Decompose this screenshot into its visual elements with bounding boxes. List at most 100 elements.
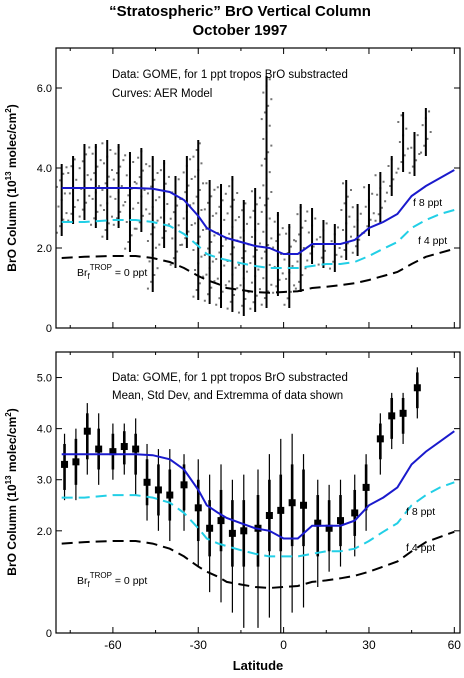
data-stipple: [67, 219, 70, 222]
data-stipple: [137, 156, 140, 159]
bottom-curve-f0: [61, 530, 455, 590]
data-stipple: [348, 215, 351, 218]
data-stipple: [291, 265, 294, 267]
data-stipple: [252, 209, 255, 212]
data-stipple: [232, 198, 235, 201]
data-stipple: [90, 223, 93, 226]
data-stipple: [78, 215, 81, 218]
data-stipple: [250, 281, 253, 284]
data-stipple: [262, 230, 265, 233]
data-stipple: [137, 201, 140, 204]
data-stipple: [99, 159, 102, 162]
mean-marker: [399, 409, 407, 417]
data-stipple: [125, 221, 128, 223]
data-stipple: [372, 212, 375, 215]
data-stipple: [397, 121, 400, 123]
data-stipple: [109, 195, 112, 198]
data-stipple: [106, 202, 109, 205]
data-stipple: [210, 286, 213, 289]
data-stipple: [283, 303, 286, 306]
data-stipple: [428, 110, 431, 113]
data-stipple: [325, 222, 328, 225]
mean-marker: [109, 448, 117, 456]
data-stipple: [151, 206, 154, 208]
data-stipple: [376, 193, 379, 196]
data-stipple: [127, 241, 130, 243]
data-stipple: [349, 189, 352, 191]
mean-marker: [180, 481, 188, 489]
data-stipple: [272, 291, 275, 294]
data-stipple: [182, 171, 185, 174]
data-stipple: [263, 111, 266, 114]
data-stipple: [88, 146, 91, 149]
data-stipple: [65, 166, 68, 169]
data-stipple: [172, 257, 175, 260]
data-stipple: [241, 304, 244, 307]
data-stipple: [390, 158, 393, 161]
data-stipple: [184, 237, 187, 240]
data-stipple: [257, 222, 260, 225]
data-stipple: [262, 91, 265, 94]
mean-marker: [362, 483, 370, 491]
data-stipple: [148, 212, 151, 215]
data-stipple: [263, 250, 266, 253]
data-stipple: [395, 171, 398, 174]
data-stipple: [93, 217, 96, 220]
data-stipple: [281, 272, 284, 275]
data-stipple: [70, 212, 73, 215]
xtick-label: 60: [448, 638, 462, 652]
data-stipple: [202, 275, 205, 278]
data-stipple: [198, 142, 201, 145]
data-stipple: [374, 174, 377, 177]
data-stipple: [67, 172, 70, 174]
data-stipple: [161, 236, 164, 239]
data-stipple: [76, 199, 79, 202]
data-stipple: [249, 307, 252, 310]
bottom-axis-ticks: 0 2.0 3.0 4.0 5.0 -60 -30 0 30 60: [37, 352, 462, 652]
data-stipple: [220, 271, 223, 274]
data-stipple: [237, 216, 240, 219]
data-stipple: [267, 197, 270, 200]
data-stipple: [265, 84, 268, 87]
data-stipple: [221, 199, 224, 202]
data-stipple: [63, 192, 66, 195]
data-stipple: [223, 218, 226, 221]
top-ytick-label: 0: [46, 323, 52, 335]
data-stipple: [278, 278, 281, 281]
data-stipple: [104, 182, 107, 185]
bottom-label-f4: f 4 ppt: [406, 542, 435, 554]
data-stipple: [211, 214, 214, 217]
data-stipple: [286, 297, 289, 300]
data-stipple: [73, 158, 76, 161]
data-stipple: [203, 208, 206, 211]
data-stipple: [75, 178, 78, 181]
top-curve-f8: [61, 169, 455, 255]
data-stipple: [408, 171, 411, 174]
data-stipple: [351, 251, 354, 254]
data-stipple: [267, 290, 270, 293]
data-stipple: [203, 299, 206, 302]
data-stipple: [115, 217, 118, 220]
data-stipple: [298, 233, 301, 236]
data-stipple: [289, 290, 292, 293]
data-stipple: [86, 174, 89, 177]
bottom-ytick-label: 0: [46, 628, 52, 640]
data-stipple: [374, 219, 377, 222]
data-stipple: [117, 146, 120, 149]
data-stipple: [234, 266, 237, 269]
data-stipple: [150, 233, 153, 236]
data-stipple: [189, 158, 192, 161]
bottom-ytick-label: 2.0: [37, 526, 52, 538]
data-stipple: [228, 232, 231, 235]
data-stipple: [312, 245, 315, 248]
data-stipple: [78, 167, 81, 170]
data-stipple: [239, 236, 242, 239]
x-axis-label: Latitude: [233, 658, 284, 673]
data-stipple: [154, 246, 157, 249]
data-stipple: [263, 157, 266, 160]
data-stipple: [356, 219, 359, 222]
data-stipple: [124, 154, 127, 157]
data-stipple: [70, 165, 73, 168]
data-stipple: [198, 235, 201, 238]
data-stipple: [221, 290, 224, 293]
